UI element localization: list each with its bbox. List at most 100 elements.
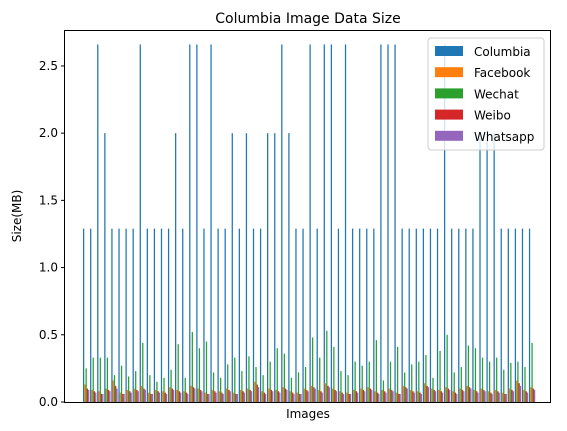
bar-whatsapp-44 [399,393,401,402]
bar-facebook-43 [388,388,390,402]
bar-whatsapp-9 [151,393,154,402]
bar-wechat-15 [191,332,193,402]
bar-whatsapp-47 [420,393,422,402]
bar-wechat-51 [446,334,448,402]
bar-whatsapp-21 [236,393,238,402]
bar-facebook-56 [480,388,482,402]
bar-wechat-26 [269,361,271,402]
bar-wechat-11 [163,377,165,402]
bar-facebook-50 [438,389,440,402]
bar-wechat-17 [205,341,208,402]
bar-whatsapp-40 [371,389,373,402]
bar-weibo-25 [263,392,265,402]
bar-facebook-57 [487,391,489,402]
bar-facebook-49 [431,388,433,402]
bar-columbia-25 [259,228,262,402]
bar-facebook-40 [367,387,369,402]
bar-weibo-14 [185,392,188,402]
bar-columbia-6 [125,228,127,402]
bar-whatsapp-59 [505,393,507,402]
bar-wechat-0 [85,368,87,402]
bar-weibo-44 [398,393,400,402]
bar-facebook-11 [162,391,164,402]
bar-facebook-21 [232,392,235,402]
bar-weibo-32 [313,387,315,402]
bar-whatsapp-35 [335,391,338,402]
bar-facebook-27 [275,389,277,402]
bar-columbia-27 [274,133,276,402]
bar-weibo-56 [483,389,485,402]
bar-columbia-41 [373,228,375,402]
bar-wechat-18 [212,372,215,402]
bar-facebook-3 [105,388,107,402]
bar-wechat-14 [184,377,186,402]
bar-facebook-2 [98,391,100,402]
bar-weibo-35 [334,389,336,402]
bar-whatsapp-19 [222,393,224,402]
bar-wechat-60 [510,363,512,402]
bar-whatsapp-29 [293,393,295,402]
bar-columbia-57 [486,133,488,402]
bar-whatsapp-41 [378,393,380,402]
legend-swatch-columbia [435,46,463,56]
bar-weibo-50 [440,391,442,402]
bar-whatsapp-6 [130,392,132,402]
bar-weibo-39 [362,389,365,402]
bar-whatsapp-31 [307,391,309,402]
bar-columbia-18 [210,44,212,402]
bar-wechat-37 [347,375,349,402]
bar-wechat-54 [467,345,470,402]
bar-facebook-16 [197,388,199,402]
bar-weibo-31 [306,389,308,402]
bar-facebook-17 [204,392,206,402]
bar-facebook-46 [409,389,412,402]
bar-facebook-42 [381,389,383,402]
bar-whatsapp-26 [272,391,274,402]
bar-whatsapp-8 [144,389,146,402]
bar-weibo-26 [270,389,273,402]
bar-whatsapp-48 [427,387,430,402]
bar-columbia-37 [344,44,347,402]
bar-whatsapp-24 [257,387,260,402]
bar-facebook-23 [247,388,249,402]
bar-wechat-35 [333,346,335,402]
bar-facebook-9 [147,392,150,402]
bar-wechat-55 [474,348,477,402]
bar-facebook-58 [494,389,497,402]
bar-whatsapp-11 [165,393,168,402]
bar-weibo-29 [292,392,294,402]
bar-whatsapp-57 [491,393,493,402]
bar-whatsapp-45 [406,388,408,402]
bar-weibo-53 [461,389,464,402]
legend-frame [427,37,545,151]
legend-label-weibo: Weibo [474,109,511,123]
bar-facebook-34 [324,383,327,402]
bar-columbia-60 [507,228,509,402]
bar-facebook-19 [218,391,221,402]
bar-columbia-1 [90,228,92,402]
bar-weibo-17 [207,393,209,402]
bar-whatsapp-22 [243,392,246,402]
bar-columbia-47 [415,228,417,402]
legend-swatch-whatsapp [435,130,463,141]
bar-whatsapp-28 [286,389,288,402]
bar-facebook-52 [452,391,454,402]
bar-weibo-9 [150,393,152,402]
bar-columbia-13 [175,133,177,402]
bar-wechat-21 [234,357,236,402]
bar-wechat-16 [198,348,201,402]
bar-facebook-44 [395,392,397,402]
bar-weibo-16 [200,389,202,402]
bar-weibo-57 [490,392,492,402]
bar-columbia-38 [351,228,354,402]
bar-weibo-27 [277,391,280,402]
bar-weibo-5 [122,393,124,402]
bar-weibo-46 [412,391,414,402]
bar-columbia-53 [458,228,460,402]
bar-wechat-23 [248,356,250,402]
bar-whatsapp-36 [342,393,345,402]
bar-wechat-52 [453,372,455,402]
bar-whatsapp-62 [526,392,529,402]
bar-columbia-17 [203,228,205,402]
bar-whatsapp-3 [109,391,111,402]
